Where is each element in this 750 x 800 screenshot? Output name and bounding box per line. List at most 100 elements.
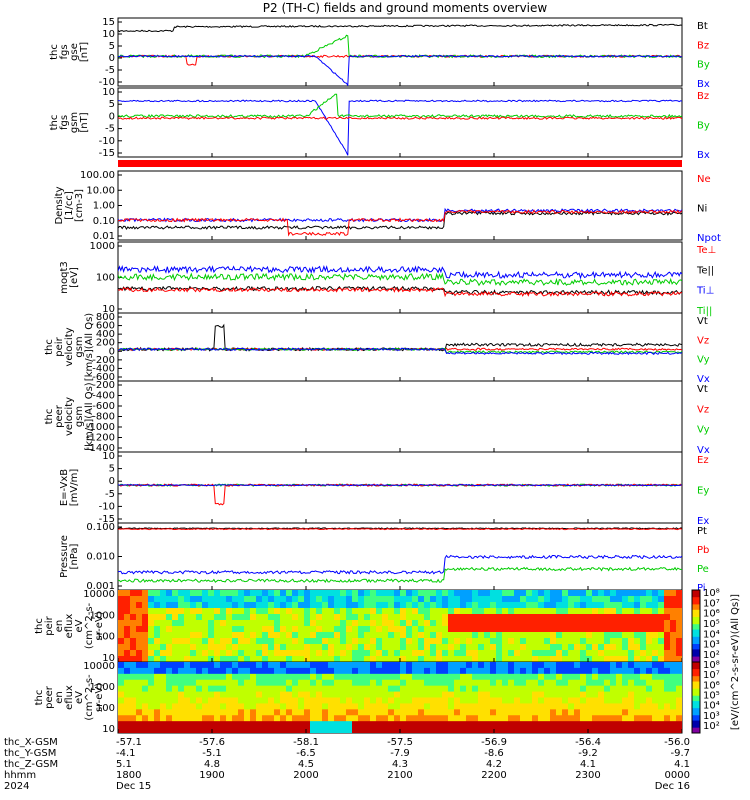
heatmap-cell (628, 727, 635, 733)
heatmap-cell (280, 644, 287, 651)
heatmap-cell (352, 673, 359, 681)
heatmap-cell (184, 721, 191, 728)
series-line (118, 209, 682, 237)
heatmap-cell (130, 697, 137, 704)
heatmap-cell (310, 691, 317, 698)
heatmap-cell (676, 667, 682, 675)
heatmap-cell (382, 709, 389, 716)
heatmap-cell (202, 590, 209, 597)
heatmap-cell (274, 656, 281, 662)
heatmap-cell (508, 638, 515, 645)
heatmap-cell (628, 650, 635, 657)
colorbar-cell (692, 656, 700, 659)
heatmap-cell (340, 614, 347, 621)
heatmap-cell (340, 650, 347, 657)
heatmap-cell (472, 727, 479, 733)
heatmap-cell (304, 662, 311, 669)
heatmap-cell (172, 709, 179, 716)
heatmap-cell (238, 590, 245, 597)
heatmap-cell (262, 727, 269, 733)
heatmap-cell (616, 602, 623, 609)
heatmap-cell (622, 632, 629, 639)
heatmap-cell (406, 727, 413, 733)
heatmap-cell (214, 727, 221, 733)
heatmap-cell (544, 685, 551, 693)
heatmap-cell (130, 727, 137, 733)
heatmap-cell (436, 644, 443, 651)
y-tick-label: 200 (96, 338, 115, 349)
heatmap-cell (610, 614, 617, 621)
heatmap-cell (496, 667, 503, 675)
heatmap-cell (274, 685, 281, 693)
heatmap-cell (592, 590, 599, 597)
series-line (118, 34, 682, 59)
heatmap-cell (370, 644, 377, 651)
heatmap-cell (460, 679, 467, 687)
heatmap-cell (244, 632, 251, 639)
heatmap-cell (526, 590, 533, 597)
heatmap-cell (556, 709, 563, 716)
heatmap-cell (178, 715, 185, 722)
heatmap-cell (298, 620, 305, 627)
heatmap-cell (118, 590, 125, 597)
heatmap-cell (322, 632, 329, 639)
heatmap-cell (574, 638, 581, 645)
heatmap-cell (460, 673, 467, 681)
heatmap-cell (460, 721, 467, 728)
colorbar-cell (692, 658, 700, 661)
heatmap-cell (616, 650, 623, 657)
heatmap-cell (496, 721, 503, 728)
heatmap-cell (442, 727, 449, 733)
heatmap-cell (496, 608, 503, 615)
legend-entry: Pi (697, 583, 706, 594)
heatmap-cell (316, 727, 323, 733)
heatmap-cell (580, 703, 587, 710)
heatmap-cell (286, 620, 293, 627)
heatmap-cell (178, 602, 185, 609)
heatmap-cell (430, 715, 437, 722)
heatmap-cell (604, 596, 611, 603)
heatmap-cell (448, 650, 455, 657)
x-tick-label: 4.8 (204, 759, 220, 770)
heatmap-cell (262, 679, 269, 687)
heatmap-cell (538, 673, 545, 681)
series-line (118, 99, 682, 156)
heatmap-cell (280, 727, 287, 733)
heatmap-cell (490, 656, 497, 662)
heatmap-cell (256, 596, 263, 603)
heatmap-cell (562, 632, 569, 639)
heatmap-cell (646, 715, 653, 722)
heatmap-cell (274, 697, 281, 704)
heatmap-cell (526, 656, 533, 662)
heatmap-cell (268, 596, 275, 603)
colorbar-cell (692, 600, 700, 604)
heatmap-cell (238, 602, 245, 609)
heatmap-cell (184, 685, 191, 693)
heatmap-cell (256, 703, 263, 710)
heatmap-cell (424, 596, 431, 603)
heatmap-cell (304, 644, 311, 651)
y-axis-label: en (54, 691, 65, 704)
y-axis-label: eflux (64, 685, 75, 710)
heatmap-cell (196, 673, 203, 681)
heatmap-cell (454, 667, 461, 675)
heatmap-cell (130, 709, 137, 716)
heatmap-cell (190, 709, 197, 716)
y-axis-label: [nPa] (69, 543, 80, 569)
heatmap-cell (238, 662, 245, 669)
heatmap-cell (550, 656, 557, 662)
heatmap-cell (664, 703, 671, 710)
heatmap-cell (484, 673, 491, 681)
heatmap-cell (370, 632, 377, 639)
heatmap-cell (286, 709, 293, 716)
heatmap-cell (178, 727, 185, 733)
heatmap-cell (340, 727, 347, 733)
heatmap-cell (172, 703, 179, 710)
heatmap-cell (232, 667, 239, 675)
heatmap-cell (490, 697, 497, 704)
heatmap-cell (382, 596, 389, 603)
heatmap-cell (442, 703, 449, 710)
heatmap-cell (580, 691, 587, 698)
heatmap-cell (496, 697, 503, 704)
